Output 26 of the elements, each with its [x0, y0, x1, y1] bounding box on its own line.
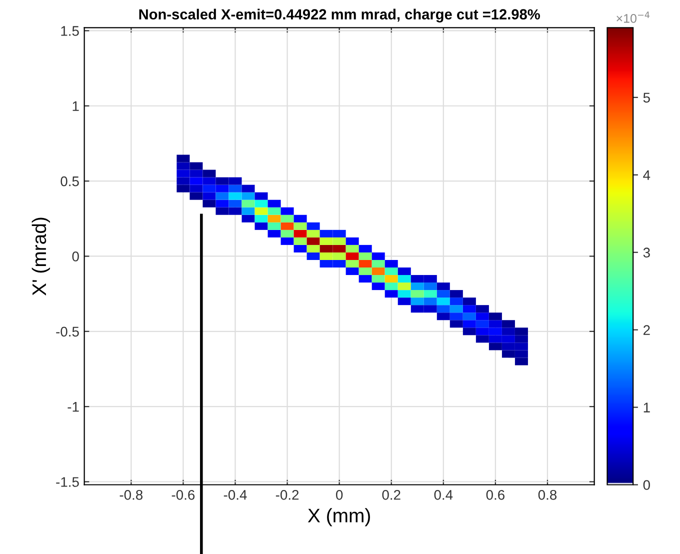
x-tick-label: -0.4 — [224, 490, 247, 500]
y-tick-label: -1.5 — [56, 477, 79, 487]
color-bar-label: 5 — [643, 92, 650, 103]
x-tick-label: 0.6 — [486, 490, 504, 500]
x-tick-label: 0.2 — [382, 490, 400, 500]
color-bar-label: 3 — [643, 248, 650, 258]
color-bar-label: 4 — [643, 170, 650, 180]
x-axis-title: X (mm) — [308, 508, 370, 526]
x-tick-label: -0.8 — [120, 490, 143, 500]
x-tick-label: -0.2 — [276, 490, 299, 500]
color-bar-label: 1 — [644, 402, 650, 412]
x-tick-label: -0.6 — [172, 490, 195, 500]
x-tick-label: 0 — [336, 490, 343, 500]
color-bar-label: 0 — [643, 480, 650, 490]
y-tick-label: 1.5 — [61, 26, 79, 36]
y-tick-label: 1 — [72, 101, 79, 111]
y-tick-label: 0 — [72, 252, 79, 262]
text: ×10$^{−4}$ — [616, 12, 650, 23]
y-axis-title: X' (mrad) — [32, 218, 50, 296]
x-tick-label: 0.4 — [434, 490, 453, 500]
y-tick-label: -0.5 — [56, 326, 79, 337]
y-tick-label: -1 — [68, 402, 79, 412]
color-bar-label: 2 — [644, 325, 650, 335]
y-tick-label: 0.5 — [60, 176, 79, 186]
x-tick-label: 0.8 — [538, 490, 557, 500]
chart-title: Non-scaled X-emit=0.44922 mm mrad, charge cut =12.98% — [139, 8, 540, 22]
